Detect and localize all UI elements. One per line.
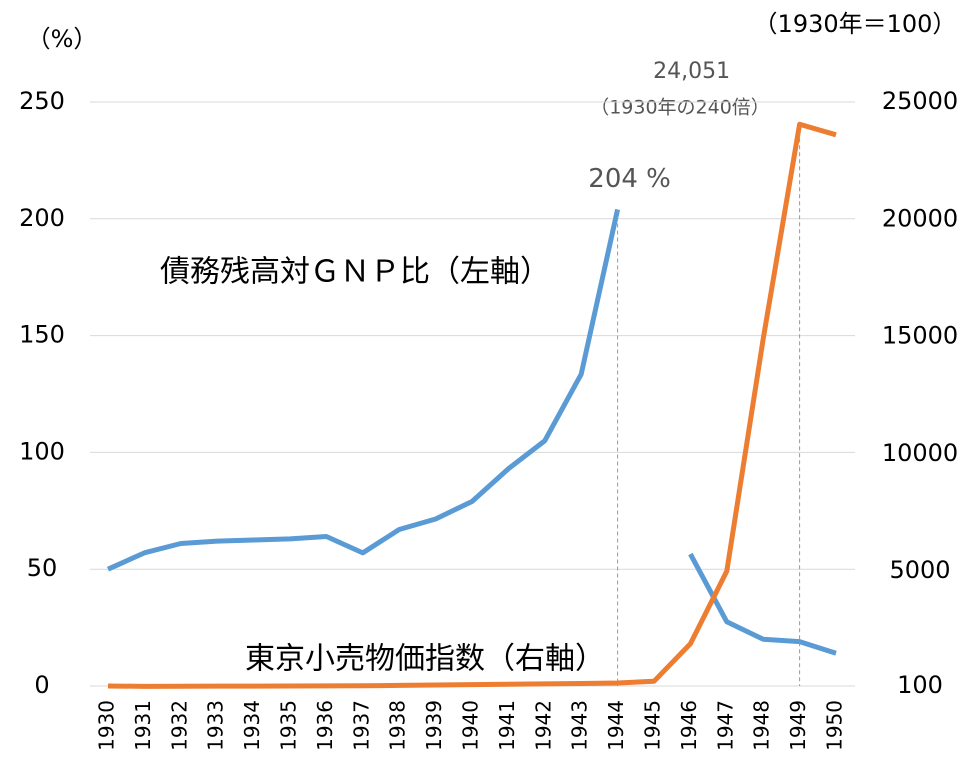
x-tick-label: 1938	[386, 700, 410, 751]
x-tick-label: 1941	[495, 700, 519, 751]
data-label: 204 %	[588, 164, 671, 194]
x-tick-label: 1934	[240, 700, 264, 751]
x-tick-label: 1950	[823, 700, 847, 751]
x-tick-label: 1937	[349, 700, 373, 751]
x-tick-label: 1942	[531, 700, 555, 751]
x-tick-label: 1933	[204, 700, 228, 751]
y2-tick-label: 10000	[882, 439, 958, 467]
x-tick-label: 1946	[677, 700, 701, 751]
x-tick-label: 1931	[131, 700, 155, 751]
y-tick-label: 200	[19, 204, 65, 232]
x-tick-label: 1943	[568, 700, 592, 751]
x-tick-label: 1939	[422, 700, 446, 751]
y2-tick-label: 25000	[882, 87, 958, 115]
y-tick-label: 150	[19, 321, 65, 349]
y2-tick-label: 20000	[882, 204, 958, 232]
legend-label: 東京小売物価指数（右軸）	[245, 642, 605, 677]
x-tick-label: 1944	[604, 700, 628, 751]
x-tick-label: 1948	[750, 700, 774, 751]
annotation: （1930年の240倍）	[590, 97, 770, 119]
y-tick-label: 250	[19, 87, 65, 115]
x-tick-label: 1936	[313, 700, 337, 751]
y-axis-label: （%）	[27, 25, 98, 53]
x-tick-label: 1930	[95, 700, 119, 751]
series-line	[107, 121, 837, 689]
y-tick-label: 50	[27, 554, 58, 582]
y-tick-label: 0	[34, 671, 49, 699]
legend-label: 債務残高対ＧＮＰ比（左軸）	[160, 255, 550, 290]
x-tick-label: 1940	[459, 700, 483, 751]
x-tick-label: 1932	[167, 700, 191, 751]
data-label: 24,051	[653, 59, 730, 84]
x-tick-label: 1947	[713, 700, 737, 751]
y-tick-label: 100	[19, 437, 65, 465]
y2-tick-label: 15000	[882, 322, 958, 350]
x-tick-label: 1935	[277, 700, 301, 751]
y2-axis-label: （1930年＝100）	[754, 10, 957, 38]
y2-tick-label: 100	[897, 671, 943, 699]
x-tick-label: 1949	[786, 700, 810, 751]
y2-tick-label: 5000	[889, 556, 950, 584]
x-tick-label: 1945	[641, 700, 665, 751]
